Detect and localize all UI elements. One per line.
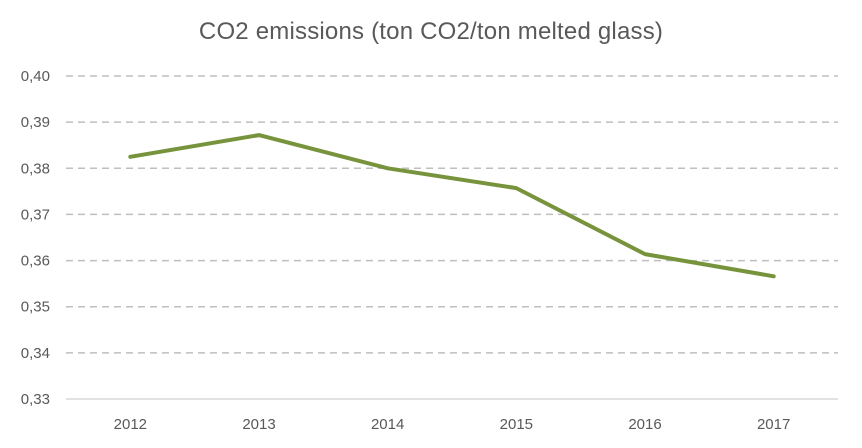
- y-tick-label: 0,34: [21, 345, 50, 362]
- x-tick-label: 2012: [114, 416, 147, 433]
- data-point: [257, 133, 261, 137]
- data-point: [514, 186, 518, 190]
- x-axis-tick-labels: 2012 2013 2014 2015 2016 2017: [114, 416, 791, 433]
- data-point: [772, 274, 776, 278]
- chart-title: CO2 emissions (ton CO2/ton melted glass): [198, 18, 664, 45]
- y-tick-label: 0,33: [21, 391, 50, 408]
- y-tick-label: 0,38: [21, 160, 50, 177]
- series-line: [128, 133, 776, 279]
- x-tick-label: 2013: [242, 416, 275, 433]
- data-point: [386, 166, 390, 170]
- x-tick-label: 2014: [371, 416, 404, 433]
- y-tick-label: 0,40: [21, 68, 50, 85]
- data-point: [643, 252, 647, 256]
- y-tick-label: 0,39: [21, 114, 50, 131]
- x-tick-label: 2016: [628, 416, 661, 433]
- series-layer: [128, 133, 776, 279]
- y-tick-label: 0,36: [21, 253, 50, 270]
- y-tick-label: 0,37: [21, 206, 50, 223]
- x-tick-label: 2017: [757, 416, 790, 433]
- y-tick-label: 0,35: [21, 299, 50, 316]
- y-axis-tick-labels: 0,33 0,34 0,35 0,36 0,37 0,38 0,39 0,40: [21, 68, 50, 408]
- gridlines: [66, 75, 838, 354]
- data-point: [128, 155, 132, 159]
- x-tick-label: 2015: [500, 416, 533, 433]
